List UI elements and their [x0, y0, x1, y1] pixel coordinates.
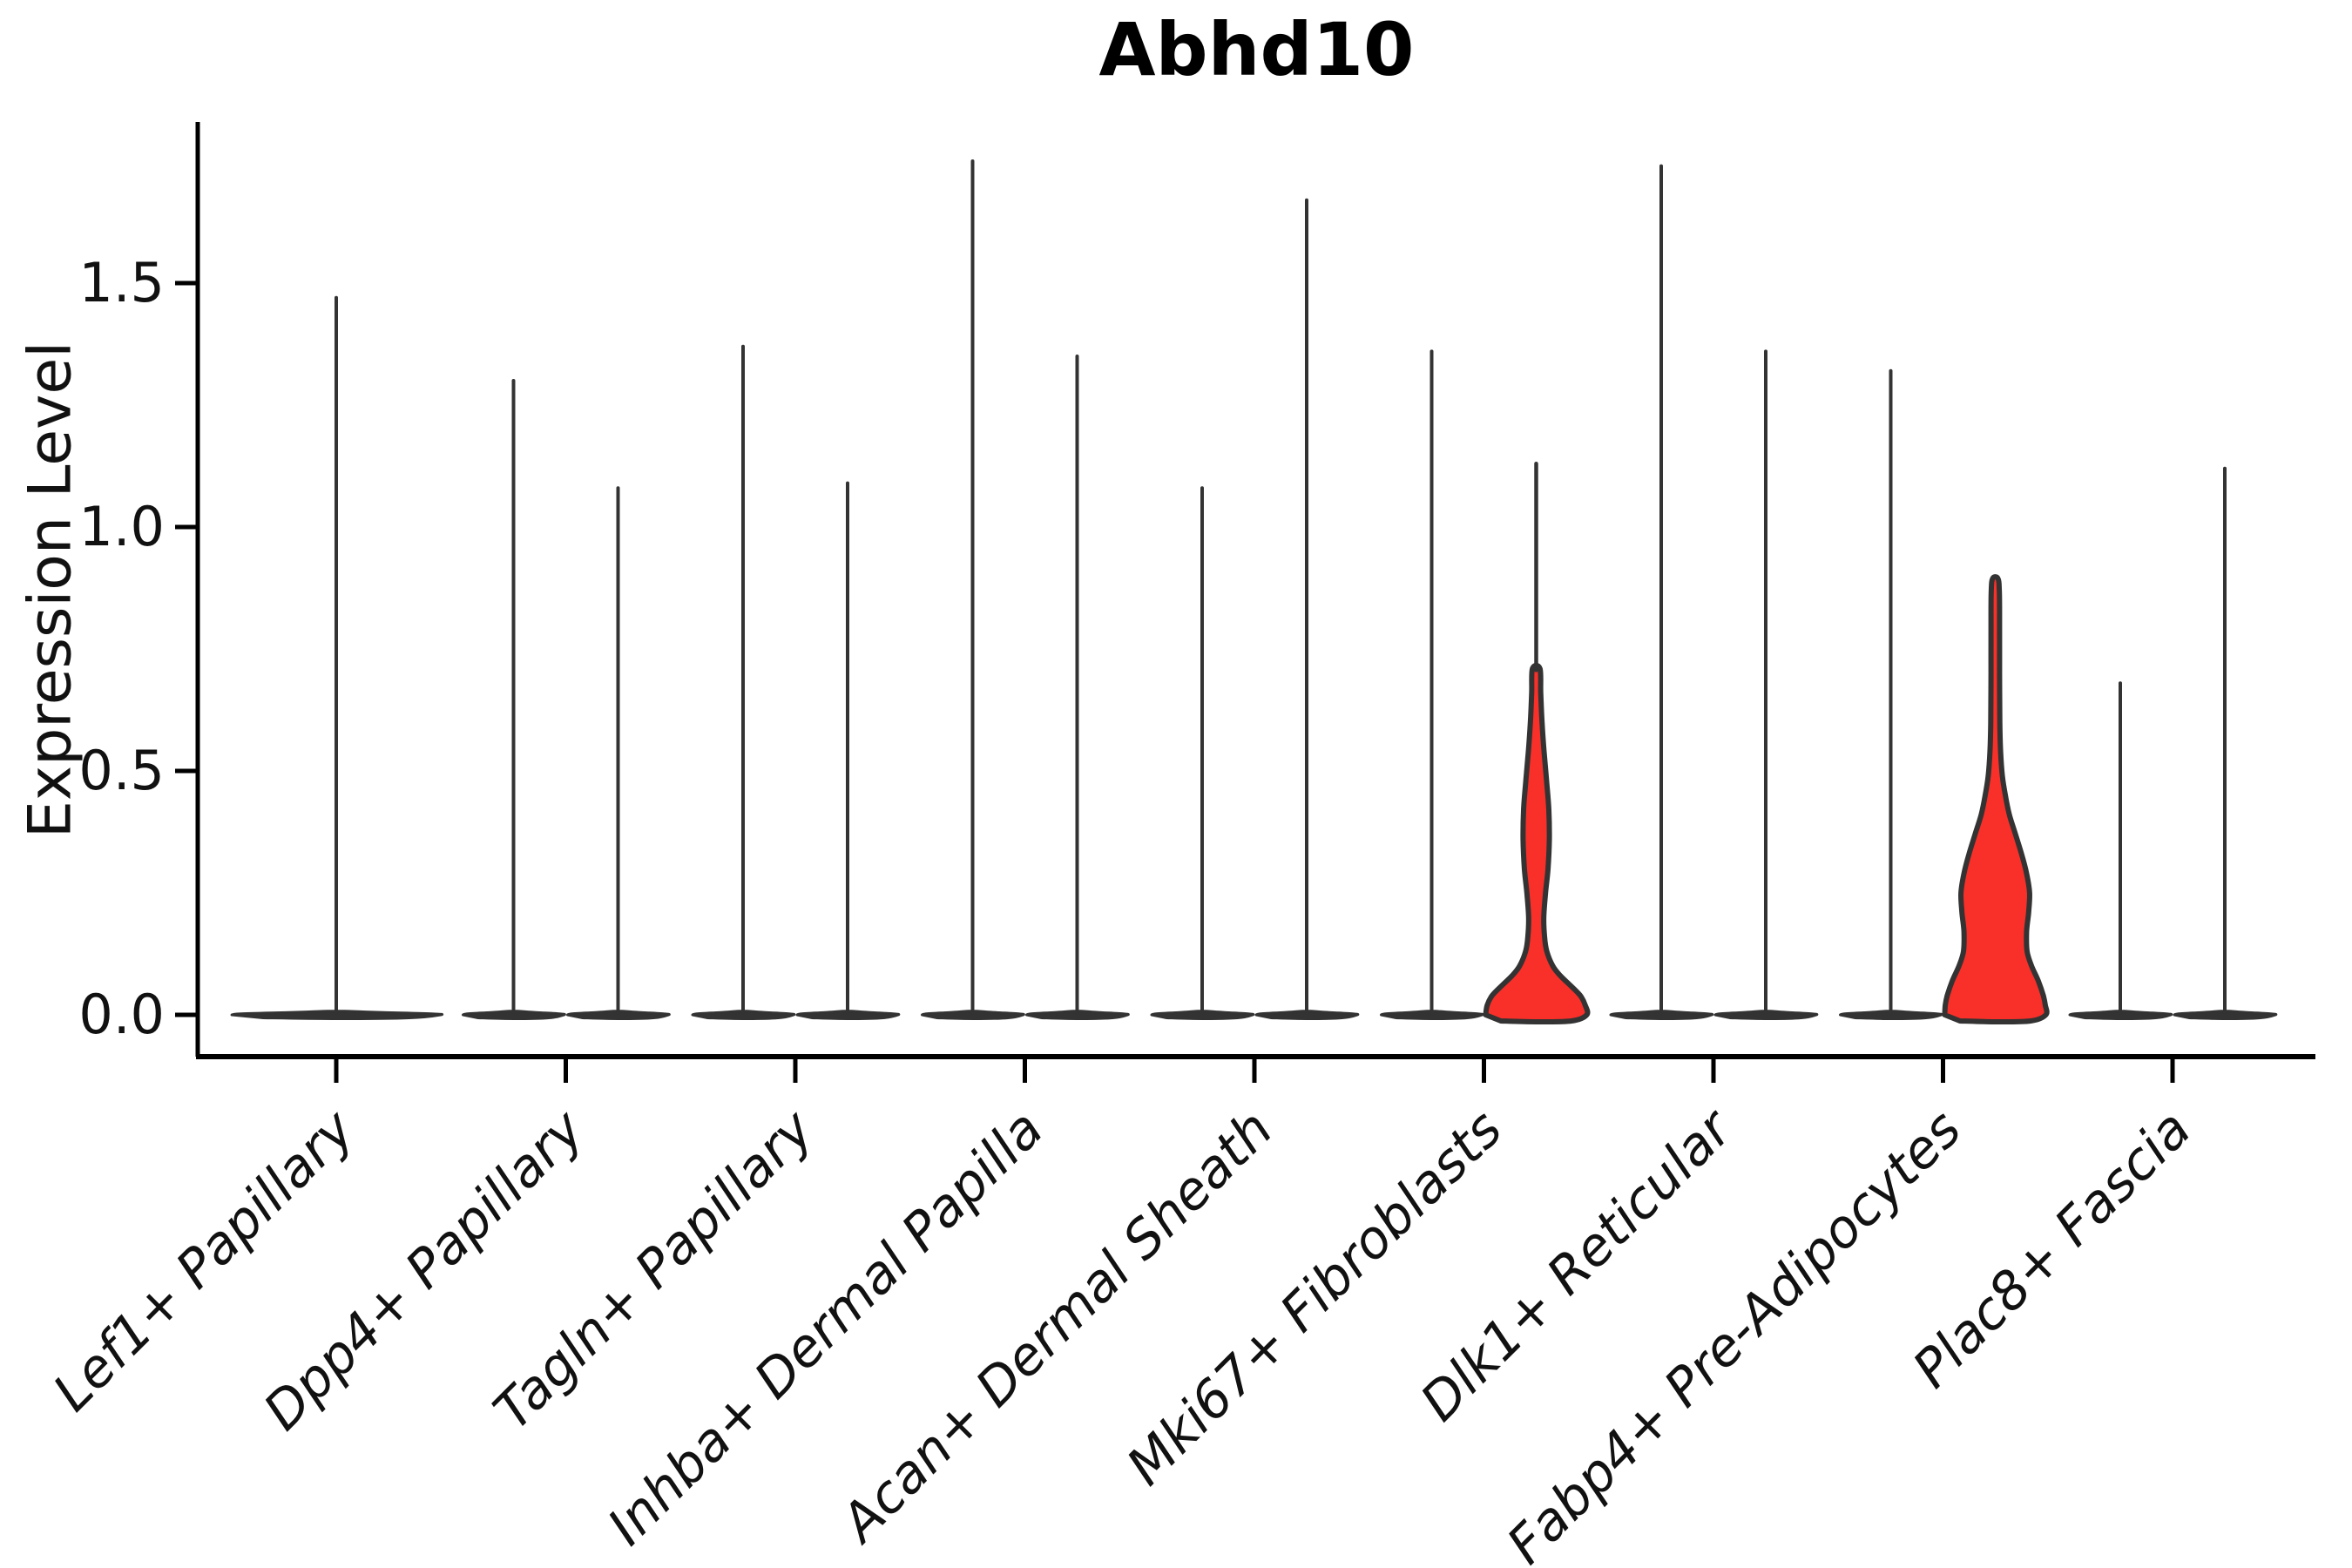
- chart-title: Abhd10: [1098, 7, 1415, 92]
- violin-body-14: [1839, 1010, 1943, 1020]
- violin-body-1: [230, 1010, 444, 1020]
- y-tick-label: 0.0: [78, 983, 165, 1046]
- violin-body-4: [691, 1010, 796, 1020]
- violin-body-11: [1483, 662, 1591, 1025]
- violin-body-15: [1942, 574, 2050, 1025]
- y-tick-label: 0.5: [78, 739, 165, 802]
- y-tick-label: 1.5: [78, 251, 165, 314]
- violin-body-13: [1713, 1010, 1819, 1020]
- y-tick-label: 1.0: [78, 495, 165, 558]
- violin-body-2: [462, 1010, 566, 1020]
- violin-body-8: [1150, 1010, 1255, 1020]
- violin-body-17: [2173, 1010, 2278, 1020]
- violin-body-10: [1380, 1010, 1484, 1020]
- x-category-label: Acan+ Dermal Sheath: [828, 1098, 1285, 1556]
- violin-body-9: [1254, 1010, 1360, 1020]
- x-category-label: Mki67+ Fibroblasts: [1116, 1098, 1515, 1497]
- violin-body-16: [2068, 1010, 2173, 1020]
- y-axis-label: Expression Level: [16, 341, 85, 839]
- violin-body-3: [566, 1010, 671, 1020]
- violin-body-7: [1025, 1010, 1130, 1020]
- violin-body-12: [1609, 1010, 1714, 1020]
- x-category-label: Fabp4+ Pre-Adipocytes: [1496, 1098, 1973, 1568]
- violin-body-5: [795, 1010, 901, 1020]
- x-category-label: Inhba+ Dermal Papilla: [597, 1098, 1055, 1557]
- violin-body-6: [921, 1010, 1025, 1020]
